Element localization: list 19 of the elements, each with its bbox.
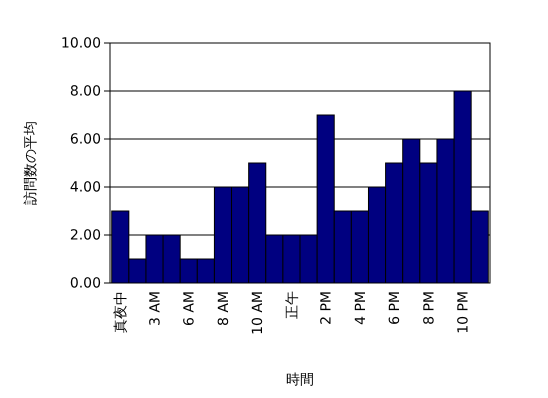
x-tick-label: 6 PM (387, 291, 404, 325)
y-tick-label: 0.00 (70, 275, 101, 292)
x-axis-title: 時間 (286, 372, 314, 388)
x-tick-label: 10 AM (250, 291, 266, 335)
y-axis-title: 訪問数の平均 (23, 121, 39, 205)
x-tick-label: 真夜中 (113, 291, 130, 333)
x-tick-label: 10 PM (456, 291, 472, 334)
x-tick-label: 4 PM (352, 291, 369, 325)
y-tick-label: 2.00 (70, 227, 101, 244)
y-tick-label: 10.00 (60, 35, 101, 52)
y-tick-label: 6.00 (70, 131, 101, 148)
x-tick-label: 8 PM (421, 291, 438, 325)
x-tick-label: 正午 (284, 291, 300, 319)
x-tick-label: 3 AM (147, 291, 164, 326)
y-tick-label: 8.00 (70, 83, 101, 100)
x-tick-label: 2 PM (318, 291, 335, 325)
x-tick-label: 8 AM (216, 291, 232, 326)
y-tick-label: 4.00 (70, 179, 101, 196)
x-tick-label: 6 AM (182, 291, 198, 326)
